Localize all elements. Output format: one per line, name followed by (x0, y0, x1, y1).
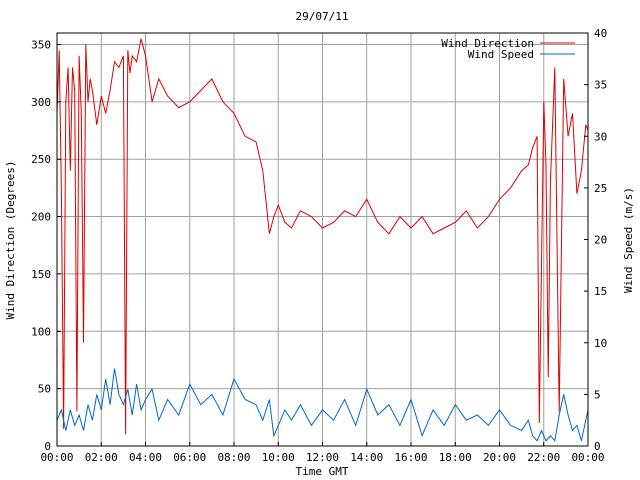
x-tick-label: 18:00 (439, 451, 472, 464)
legend-label-wind-direction: Wind Direction (441, 37, 534, 50)
legend: Wind Direction Wind Speed (441, 37, 575, 61)
x-tick-label: 08:00 (217, 451, 250, 464)
x-tick-label: 14:00 (350, 451, 383, 464)
x-tick-label: 22:00 (527, 451, 560, 464)
y-tick-label-right: 5 (594, 388, 601, 401)
y-tick-label-left: 50 (38, 383, 51, 396)
x-tick-label: 00:00 (571, 451, 604, 464)
y-tick-label-right: 15 (594, 285, 607, 298)
x-tick-label: 04:00 (129, 451, 162, 464)
y-tick-label-right: 25 (594, 182, 607, 195)
x-tick-label: 12:00 (306, 451, 339, 464)
series-line-wind-direction (56, 38, 589, 435)
y-tick-label-left: 0 (44, 440, 51, 453)
chart-title: 29/07/11 (296, 10, 349, 23)
x-axis-label: Time GMT (296, 465, 349, 478)
tick-layer: 00:00 02:00 04:00 06:00 08:00 10:00 12:00 14:00… (31, 27, 607, 464)
legend-label-wind-speed: Wind Speed (468, 48, 534, 61)
y-tick-label-right: 40 (594, 27, 607, 40)
series-layer (56, 38, 589, 442)
x-tick-label: 16:00 (394, 451, 427, 464)
y-axis-label-left: Wind Direction (Degrees) (4, 161, 17, 320)
y-tick-label-left: 250 (31, 153, 51, 166)
y-tick-label-left: 300 (31, 96, 51, 109)
y-tick-label-right: 20 (594, 234, 607, 247)
y-tick-label-left: 150 (31, 268, 51, 281)
y-axis-label-right: Wind Speed (m/s) (622, 187, 635, 293)
x-tick-label: 06:00 (173, 451, 206, 464)
y-tick-label-left: 100 (31, 325, 51, 338)
x-tick-label: 00:00 (40, 451, 73, 464)
x-tick-label: 20:00 (483, 451, 516, 464)
y-tick-label-right: 10 (594, 337, 607, 350)
y-tick-label-right: 35 (594, 79, 607, 92)
x-tick-label: 02:00 (85, 451, 118, 464)
series-line-wind-speed (56, 368, 589, 442)
x-tick-label: 10:00 (262, 451, 295, 464)
y-tick-label-right: 0 (594, 440, 601, 453)
y-tick-label-left: 350 (31, 38, 51, 51)
y-tick-label-right: 30 (594, 130, 607, 143)
y-tick-label-left: 200 (31, 211, 51, 224)
